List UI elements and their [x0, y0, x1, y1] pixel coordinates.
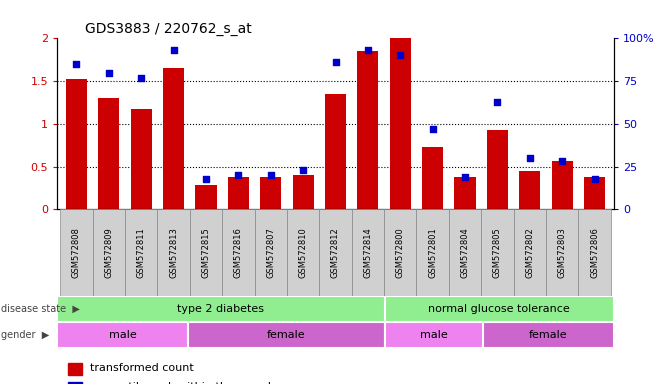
Point: [201, 175, 211, 182]
Point: [168, 47, 179, 53]
Text: transformed count: transformed count: [91, 363, 194, 373]
Bar: [584, 177, 605, 209]
Text: GSM572806: GSM572806: [590, 227, 599, 278]
Text: GSM572811: GSM572811: [137, 227, 146, 278]
Bar: [195, 185, 217, 209]
Bar: [390, 38, 411, 209]
FancyBboxPatch shape: [384, 209, 417, 296]
Bar: [384, 322, 483, 348]
Point: [298, 167, 309, 173]
Text: female: female: [267, 330, 306, 340]
FancyBboxPatch shape: [190, 209, 222, 296]
FancyBboxPatch shape: [222, 209, 254, 296]
Text: GDS3883 / 220762_s_at: GDS3883 / 220762_s_at: [85, 22, 252, 36]
Bar: [483, 322, 614, 348]
Point: [265, 172, 276, 178]
Bar: [260, 177, 281, 209]
Bar: [66, 79, 87, 209]
FancyBboxPatch shape: [417, 209, 449, 296]
FancyBboxPatch shape: [352, 209, 384, 296]
Text: GSM572813: GSM572813: [169, 227, 178, 278]
Point: [362, 47, 373, 53]
Bar: [99, 98, 119, 209]
Text: GSM572802: GSM572802: [525, 227, 534, 278]
Point: [395, 52, 406, 58]
FancyBboxPatch shape: [578, 209, 611, 296]
Text: male: male: [420, 330, 448, 340]
Bar: [552, 161, 572, 209]
Point: [492, 99, 503, 105]
Point: [233, 172, 244, 178]
Text: GSM572815: GSM572815: [201, 227, 211, 278]
Bar: [293, 175, 313, 209]
Bar: [358, 51, 378, 209]
Point: [427, 126, 438, 132]
Bar: [68, 382, 82, 384]
Bar: [384, 296, 614, 322]
FancyBboxPatch shape: [513, 209, 546, 296]
Bar: [57, 322, 188, 348]
Bar: [131, 109, 152, 209]
FancyBboxPatch shape: [125, 209, 158, 296]
FancyBboxPatch shape: [449, 209, 481, 296]
FancyBboxPatch shape: [546, 209, 578, 296]
Bar: [325, 94, 346, 209]
Bar: [188, 322, 384, 348]
FancyBboxPatch shape: [158, 209, 190, 296]
Text: disease state  ▶: disease state ▶: [1, 304, 81, 314]
Text: percentile rank within the sample: percentile rank within the sample: [91, 382, 278, 384]
Bar: [228, 177, 249, 209]
Bar: [519, 171, 540, 209]
Text: GSM572805: GSM572805: [493, 227, 502, 278]
Point: [460, 174, 470, 180]
Text: GSM572804: GSM572804: [460, 227, 470, 278]
Bar: [487, 130, 508, 209]
Text: male: male: [109, 330, 136, 340]
Text: gender  ▶: gender ▶: [1, 330, 50, 340]
Text: GSM572803: GSM572803: [558, 227, 566, 278]
Point: [103, 70, 114, 76]
Text: GSM572801: GSM572801: [428, 227, 437, 278]
Text: GSM572814: GSM572814: [364, 227, 372, 278]
Text: GSM572810: GSM572810: [299, 227, 307, 278]
Bar: [422, 147, 443, 209]
Bar: [68, 363, 82, 375]
FancyBboxPatch shape: [319, 209, 352, 296]
Text: type 2 diabetes: type 2 diabetes: [177, 304, 264, 314]
Point: [525, 155, 535, 161]
Bar: [57, 296, 384, 322]
Point: [136, 74, 146, 81]
Point: [557, 158, 568, 164]
Point: [589, 175, 600, 182]
Text: GSM572809: GSM572809: [105, 227, 113, 278]
Text: GSM572807: GSM572807: [266, 227, 275, 278]
Text: GSM572808: GSM572808: [72, 227, 81, 278]
FancyBboxPatch shape: [481, 209, 513, 296]
Point: [71, 61, 82, 67]
Point: [330, 59, 341, 65]
Text: GSM572812: GSM572812: [331, 227, 340, 278]
Bar: [163, 68, 184, 209]
Text: female: female: [529, 330, 568, 340]
Text: GSM572800: GSM572800: [396, 227, 405, 278]
FancyBboxPatch shape: [254, 209, 287, 296]
FancyBboxPatch shape: [93, 209, 125, 296]
Bar: [454, 177, 476, 209]
Text: GSM572816: GSM572816: [234, 227, 243, 278]
Text: normal glucose tolerance: normal glucose tolerance: [428, 304, 570, 314]
FancyBboxPatch shape: [287, 209, 319, 296]
FancyBboxPatch shape: [60, 209, 93, 296]
